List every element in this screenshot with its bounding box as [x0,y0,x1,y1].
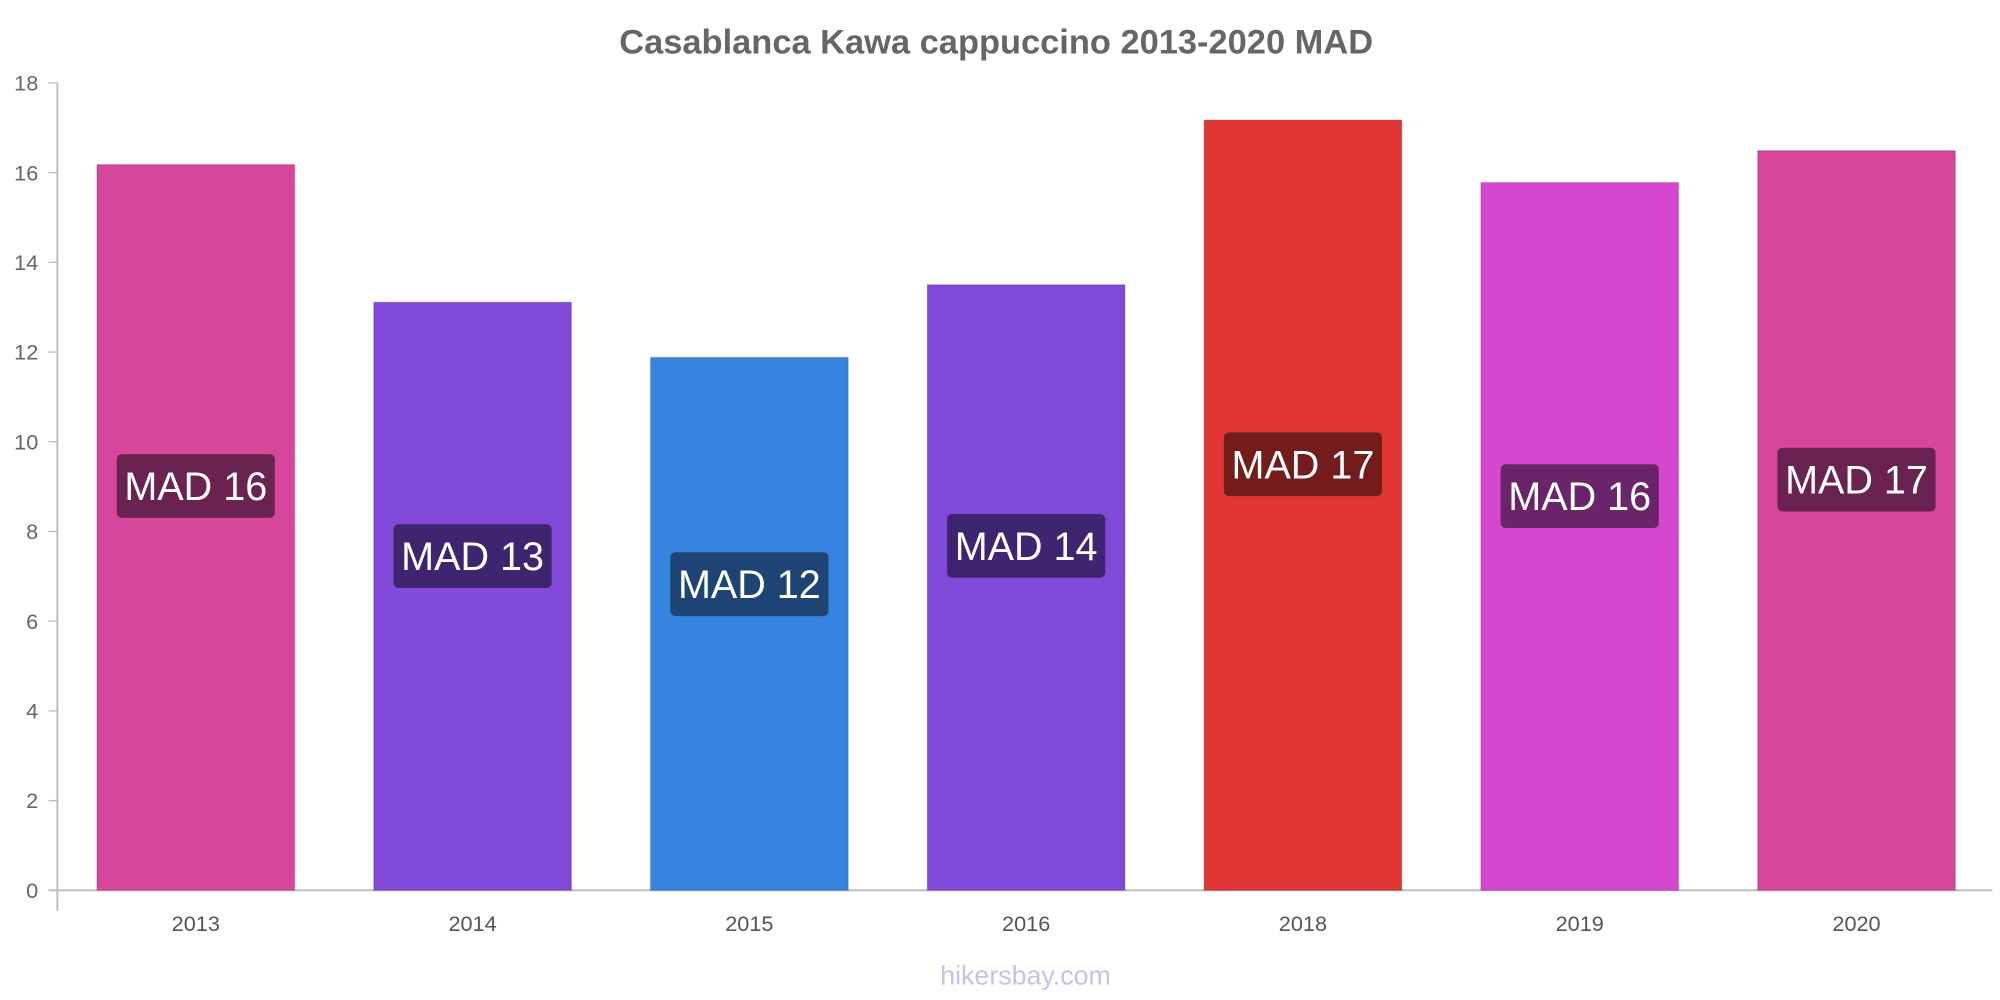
bar-2019 [1480,181,1680,891]
data-label-box [947,514,1106,578]
y-tick-label: 16 [14,160,38,185]
y-tick-label: 18 [14,71,38,96]
x-tick-label: 2016 [1002,911,1050,936]
y-tick-label: 14 [14,250,38,275]
bar-2018 [1203,119,1403,891]
data-label: MAD 17 [1232,443,1375,487]
data-label: MAD 16 [1508,475,1651,519]
bar-2020 [1757,150,1956,891]
x-tick-label: 2013 [172,911,220,936]
data-label: MAD 12 [678,563,821,607]
y-tick-label: 12 [14,340,38,365]
bar-2015 [649,356,849,891]
x-tick-label: 2019 [1556,911,1604,936]
data-label-box [670,552,829,617]
y-tick-label: 10 [14,429,38,454]
chart-title: Casablanca Kawa cappuccino 2013-2020 MAD [619,24,1373,62]
x-tick-label: 2020 [1832,911,1880,936]
watermark: hikersbay.com [940,961,1111,991]
x-tick-label: 2014 [448,911,496,936]
bar-2016 [926,284,1126,891]
data-label-box [1777,447,1936,512]
bar-2013 [96,163,296,891]
data-label: MAD 17 [1785,459,1928,503]
data-label-box [1223,432,1383,497]
x-tick-label: 2018 [1279,911,1327,936]
y-tick-label: 4 [26,699,38,724]
x-tick-label: 2015 [725,911,773,936]
data-label-box [116,454,275,518]
data-label: MAD 14 [955,525,1098,569]
y-tick-label: 6 [26,609,38,634]
y-tick-label: 8 [26,519,38,544]
bar-2014 [373,301,573,891]
data-label-box [393,524,552,589]
data-label: MAD 13 [401,535,544,579]
y-tick-label: 0 [26,878,38,903]
data-label-box [1500,464,1659,529]
y-tick-label: 2 [26,788,38,813]
data-label: MAD 16 [124,465,267,509]
